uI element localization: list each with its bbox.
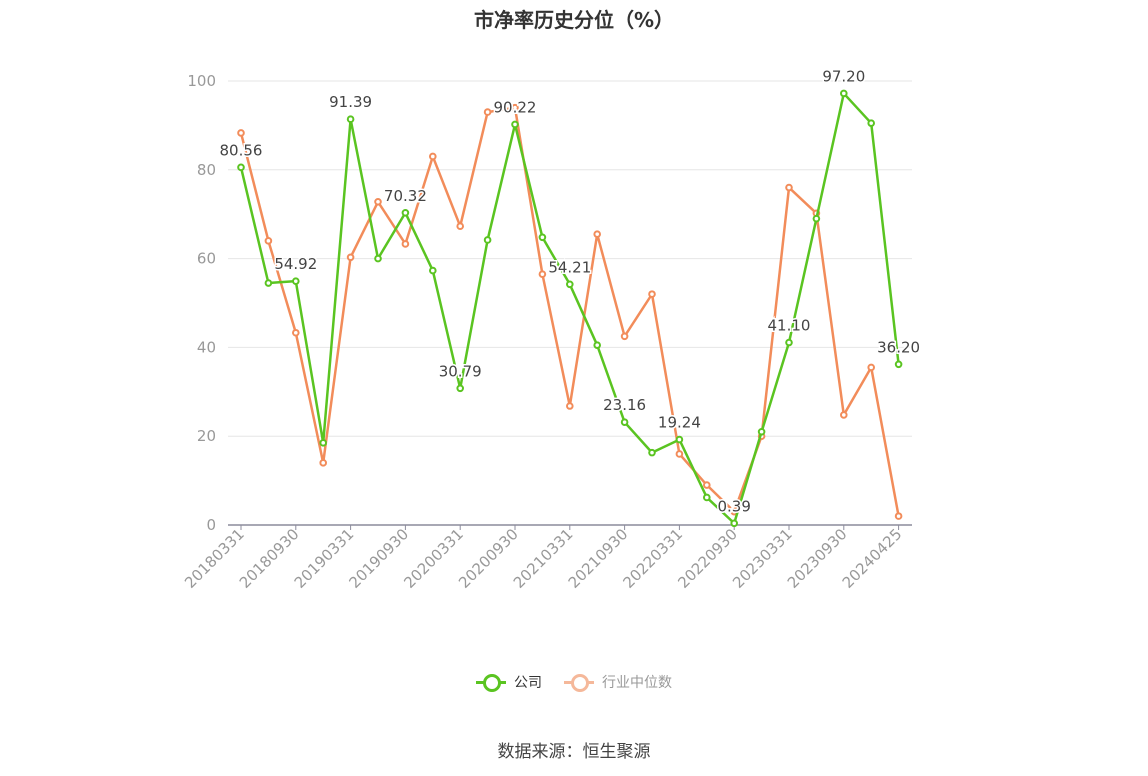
company-data-label: 0.39	[717, 497, 750, 515]
industry-median-data-point	[593, 230, 602, 238]
company-data-point	[264, 279, 273, 287]
industry-median-data-point	[703, 481, 711, 489]
company-data-point	[401, 208, 410, 217]
industry-median-data-point	[401, 240, 410, 248]
industry-median-data-point	[785, 183, 793, 192]
industry-median-data-point	[538, 270, 547, 278]
grid-layer	[228, 80, 912, 437]
company-data-label: 90.22	[494, 98, 537, 116]
y-tick-label: 80	[197, 161, 216, 179]
company-data-point	[319, 439, 328, 447]
industry-median-data-point	[620, 332, 629, 341]
company-data-label: 70.32	[384, 187, 427, 205]
industry-median-data-point	[237, 129, 245, 137]
company-data-label: 97.20	[822, 67, 865, 85]
company-series-line	[239, 92, 900, 525]
legend-item-industry-median[interactable]: 行业中位数	[564, 672, 672, 692]
x-tick-label: 20240425	[839, 525, 906, 592]
company-data-point	[785, 338, 793, 347]
data-label-layer: 80.56 54.92 91.39 70.32 30.79 90.22 54.21 23.16…	[218, 66, 922, 517]
legend-industry-median-label: 行业中位数	[602, 675, 672, 691]
industry-median-data-point	[511, 103, 519, 112]
industry-median-data-point	[894, 512, 903, 520]
company-data-label: 41.10	[768, 317, 811, 335]
industry-median-series-line	[239, 106, 900, 517]
legend-item-company[interactable]: 公司	[476, 672, 542, 692]
y-tick-label: 60	[197, 250, 216, 268]
company-data-point	[538, 233, 547, 242]
industry-median-data-point	[675, 450, 684, 458]
y-tick-label: 0	[206, 516, 216, 534]
company-data-label: 19.24	[658, 414, 701, 432]
y-tick-label: 40	[197, 338, 216, 356]
company-data-point	[456, 384, 465, 393]
legend: 公司 行业中位数	[0, 672, 1148, 692]
company-data-point	[894, 360, 903, 369]
company-data-point	[566, 280, 574, 289]
company-data-point	[374, 254, 382, 263]
company-data-point	[675, 435, 684, 444]
industry-median-data-point	[456, 222, 465, 230]
company-data-point	[730, 519, 739, 528]
company-data-label: 23.16	[603, 396, 646, 414]
industry-median-data-point	[292, 328, 300, 337]
company-data-label: 54.92	[274, 255, 317, 273]
company-data-point	[511, 120, 519, 129]
industry-median-data-point	[319, 459, 328, 467]
data-source-note: 数据来源：恒生聚源	[497, 742, 651, 762]
company-data-label: 36.20	[877, 338, 920, 356]
industry-median-data-point	[566, 402, 574, 410]
company-data-label: 91.39	[329, 93, 372, 111]
company-data-label: 30.79	[439, 362, 482, 380]
industry-median-data-point	[867, 363, 876, 372]
company-data-point	[429, 266, 437, 275]
legend-industry-median-marker-icon	[564, 672, 594, 692]
industry-median-data-point	[483, 108, 492, 116]
industry-median-data-point	[264, 237, 273, 245]
company-data-point	[593, 341, 602, 349]
company-data-point	[812, 214, 821, 223]
industry-median-data-point	[374, 197, 382, 206]
company-data-point	[867, 119, 876, 127]
company-data-point	[620, 418, 629, 426]
y-tick-label: 100	[187, 72, 216, 90]
industry-median-data-point	[840, 411, 848, 419]
company-data-point	[237, 163, 245, 172]
company-data-point	[346, 115, 355, 124]
company-data-label: 54.21	[548, 258, 591, 276]
company-data-point	[648, 448, 656, 457]
company-data-point	[757, 427, 766, 436]
company-data-point	[483, 236, 492, 244]
industry-median-data-point	[648, 290, 656, 298]
y-tick-label: 20	[197, 427, 216, 445]
company-data-point	[703, 493, 711, 502]
industry-median-data-point	[429, 152, 437, 161]
chart-title: 市净率历史分位（%）	[473, 8, 675, 32]
company-data-point	[292, 277, 300, 285]
legend-company-marker-icon	[476, 672, 506, 692]
company-data-label: 80.56	[220, 141, 263, 159]
legend-company-label: 公司	[514, 675, 542, 691]
company-data-point	[840, 89, 848, 98]
industry-median-data-point	[346, 253, 355, 262]
series-layer	[237, 89, 903, 528]
